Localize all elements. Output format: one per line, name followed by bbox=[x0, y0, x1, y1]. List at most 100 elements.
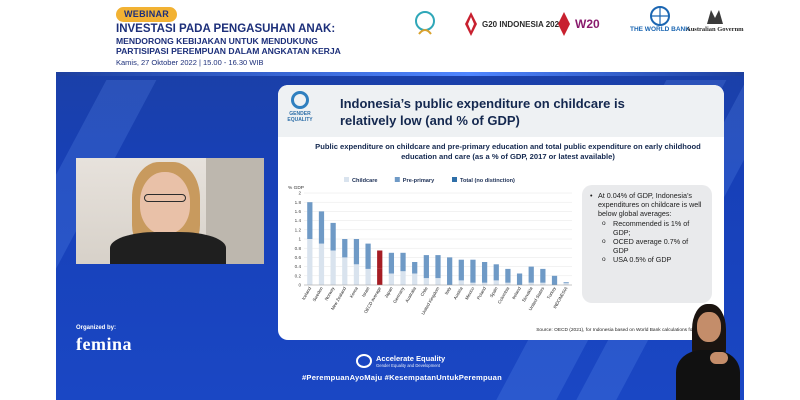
y-tick-label: 1.8 bbox=[295, 200, 302, 205]
bar-segment bbox=[342, 257, 348, 285]
chart-caption: Public expenditure on childcare and pre-… bbox=[315, 142, 701, 161]
x-tick-label: Japan bbox=[383, 286, 394, 299]
legend-label: Total (no distinction) bbox=[460, 178, 515, 184]
callout-main-text: At 0.04% of GDP, Indonesia’s expenditure… bbox=[590, 191, 704, 218]
y-tick-label: 1 bbox=[298, 237, 301, 242]
bar-segment bbox=[481, 262, 488, 283]
bar-segment bbox=[412, 262, 418, 274]
callout-item: Recommended is 1% of GDP; bbox=[590, 219, 704, 237]
x-tick-label: Australia bbox=[404, 286, 417, 304]
webinar-header: WEBINAR INVESTASI PADA PENGASUHAN ANAK: … bbox=[56, 0, 744, 74]
event-datetime: Kamis, 27 Oktober 2022 | 15.00 - 16.30 W… bbox=[116, 58, 264, 67]
legend-label: Childcare bbox=[352, 178, 378, 184]
gender-equality-logo: GENDER EQUALITY bbox=[286, 91, 314, 129]
x-tick-label: Spain bbox=[489, 286, 499, 299]
bar-segment bbox=[505, 268, 511, 283]
x-tick-label: Israel bbox=[361, 286, 371, 298]
bar-segment bbox=[528, 266, 534, 283]
x-tick-label: Austria bbox=[453, 286, 464, 301]
x-tick-label: Turkey bbox=[546, 285, 557, 300]
speaker-video[interactable] bbox=[76, 158, 264, 264]
x-tick-label: Norway bbox=[324, 285, 336, 301]
x-tick-label: Sweden bbox=[312, 286, 325, 303]
bar-segment bbox=[365, 243, 371, 269]
y-tick-label: 0.8 bbox=[295, 246, 302, 251]
bar-segment bbox=[377, 268, 383, 285]
y-tick-label: 1.2 bbox=[295, 227, 302, 232]
x-tick-label: Iceland bbox=[301, 286, 313, 301]
y-tick-label: 1.4 bbox=[295, 218, 302, 223]
bar-segment bbox=[307, 202, 313, 239]
bar-segment bbox=[377, 250, 383, 269]
slide-source: Source: OECD (2021), for Indonesia based… bbox=[536, 328, 722, 333]
w20-logo: W20 bbox=[556, 6, 600, 42]
chart-svg: Childcare Pre-primary Total (no distinctio… bbox=[288, 177, 572, 316]
bar-segment bbox=[400, 271, 406, 285]
ministry-logo-icon bbox=[414, 6, 436, 42]
bar-segment bbox=[470, 259, 476, 283]
bar-segment bbox=[388, 273, 395, 285]
bar-segment bbox=[447, 257, 453, 285]
legend-label: Pre-primary bbox=[403, 178, 435, 184]
y-tick-label: 1.6 bbox=[295, 209, 302, 214]
bar-segment bbox=[505, 282, 511, 285]
bar-segment bbox=[307, 239, 313, 285]
presentation-slide: GENDER EQUALITY Indonesia’s public expen… bbox=[278, 85, 724, 340]
y-tick-label: 2 bbox=[298, 191, 301, 196]
callout-item: USA 0.5% of GDP bbox=[590, 255, 704, 264]
y-tick-label: 0.2 bbox=[295, 273, 302, 278]
bar-segment bbox=[423, 278, 429, 285]
callout-list: Recommended is 1% of GDP; OCED average 0… bbox=[590, 219, 704, 264]
bar-segment bbox=[388, 252, 395, 274]
bar-segment bbox=[342, 239, 348, 258]
bar-segment bbox=[516, 273, 523, 285]
callout-item: OCED average 0.7% of GDP bbox=[590, 237, 704, 255]
y-tick-label: 0.6 bbox=[295, 255, 302, 260]
femina-logo: femina bbox=[76, 334, 132, 354]
event-title: INVESTASI PADA PENGASUHAN ANAK: bbox=[116, 23, 336, 35]
legend-swatch bbox=[394, 177, 400, 182]
bar-segment bbox=[318, 243, 325, 285]
accelerate-equality-icon bbox=[356, 354, 372, 368]
bar-segment bbox=[423, 255, 429, 279]
x-tick-label: Italy bbox=[444, 285, 453, 295]
bar-segment bbox=[563, 283, 569, 285]
x-tick-label: Mexico bbox=[464, 286, 476, 301]
bar-segment bbox=[470, 282, 476, 285]
accelerate-equality-logo: Accelerate Equality Gender Equality and … bbox=[356, 354, 445, 368]
expenditure-bar-chart: Childcare Pre-primary Total (no distinctio… bbox=[286, 173, 578, 333]
x-tick-label: Korea bbox=[349, 286, 359, 299]
bar-segment bbox=[353, 264, 360, 285]
gender-equality-icon bbox=[291, 91, 309, 109]
sign-language-interpreter-video[interactable] bbox=[670, 300, 744, 400]
world-bank-logo: THE WORLD BANK bbox=[630, 6, 690, 42]
hashtags: #PerempuanAyoMaju #KesempatanUntukPeremp… bbox=[302, 373, 502, 382]
organized-by-label: Organized by: bbox=[76, 325, 117, 331]
y-tick-label: 0.4 bbox=[295, 264, 302, 269]
y-axis-label: % GDP bbox=[288, 185, 304, 191]
bar-segment bbox=[330, 250, 336, 285]
bar-segment bbox=[330, 222, 336, 251]
webinar-badge: WEBINAR bbox=[116, 7, 178, 22]
g20-logo: G20 INDONESIA 2022 bbox=[463, 6, 564, 42]
bar-segment bbox=[493, 264, 499, 281]
slide-title: Indonesia’s public expenditure on childc… bbox=[340, 96, 625, 128]
bar-segment bbox=[318, 211, 325, 244]
x-tick-label: Poland bbox=[476, 286, 487, 301]
bar-segment bbox=[412, 273, 418, 285]
bar-segment bbox=[458, 280, 464, 285]
bar-segment bbox=[458, 259, 464, 281]
event-subtitle: MENDORONG KEBIJAKAN UNTUK MENDUKUNG PART… bbox=[116, 36, 341, 56]
bar-segment bbox=[400, 252, 406, 272]
bar-segment bbox=[563, 282, 569, 284]
bar-segment bbox=[353, 239, 360, 265]
australian-government-logo: Australian Governm bbox=[686, 6, 744, 42]
bar-segment bbox=[435, 278, 441, 285]
bar-segment bbox=[365, 268, 371, 285]
x-tick-label: Colombia bbox=[497, 286, 511, 305]
y-tick-label: 0 bbox=[298, 283, 301, 288]
bar-segment bbox=[528, 282, 534, 285]
bar-segment bbox=[435, 255, 441, 279]
legend-swatch bbox=[344, 177, 349, 182]
